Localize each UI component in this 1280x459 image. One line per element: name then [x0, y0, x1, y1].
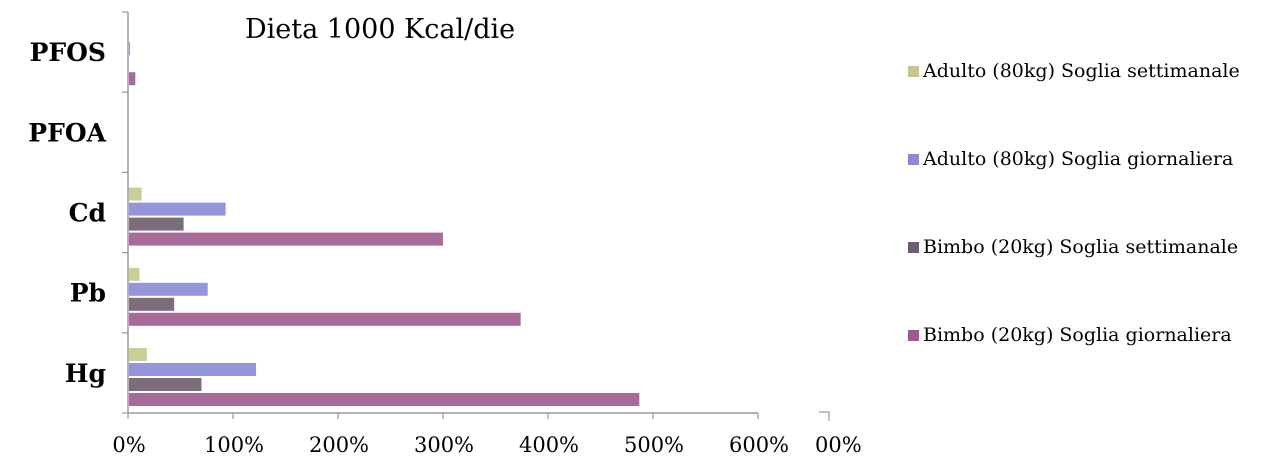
bar-cd-1 [129, 217, 184, 231]
bar-pfos-0 [129, 72, 136, 86]
category-label: PFOA [28, 118, 106, 147]
x-tick-label: 600% [729, 433, 789, 457]
x-tick-label: 200% [309, 433, 369, 457]
bar-pb-3 [129, 267, 140, 281]
x-tick-label: 300% [414, 433, 474, 457]
bar-hg-1 [129, 378, 202, 391]
legend-label: Bimbo (20kg) Soglia giornaliera [923, 324, 1232, 346]
legend-swatch [908, 66, 919, 77]
bar-pb-0 [129, 312, 521, 326]
legend-label: Bimbo (20kg) Soglia settimanale [923, 236, 1238, 258]
bar-hg-0 [129, 393, 640, 406]
x-tick-label: 400% [519, 433, 579, 457]
legend-label: Adulto (80kg) Soglia settimanale [922, 60, 1240, 82]
chart-title: Dieta 1000 Kcal/die [245, 14, 515, 45]
x-tick-label: 100% [204, 433, 264, 457]
x-tick-mark-extra [819, 411, 830, 421]
category-label: Pb [70, 279, 106, 308]
legend-swatch [908, 330, 919, 341]
bar-hg-3 [129, 348, 147, 361]
plot-area: 0% 100% 200% 300% 400% 500% 600% 00% Hg Pb Cd PFOA P… [28, 11, 862, 457]
bar-pb-1 [129, 297, 175, 311]
legend: Adulto (80kg) Soglia settimanale Adulto (… [908, 60, 1240, 346]
category-label: Hg [65, 359, 106, 388]
category-label: PFOS [30, 38, 106, 67]
legend-label: Adulto (80kg) Soglia giornaliera [922, 148, 1233, 170]
bar-pb-2 [129, 282, 208, 296]
legend-swatch [908, 242, 919, 253]
bar-cd-2 [129, 202, 226, 216]
category-label: Cd [69, 199, 106, 228]
x-tick-label: 500% [624, 433, 684, 457]
bar-cd-3 [129, 187, 142, 201]
x-tick-label: 0% [112, 433, 145, 457]
bar-cd-0 [129, 232, 443, 246]
bar-hg-2 [129, 363, 257, 376]
x-tick-label-extra: 00% [815, 433, 862, 457]
bar-pfos-2 [129, 42, 131, 56]
legend-swatch [908, 154, 919, 165]
